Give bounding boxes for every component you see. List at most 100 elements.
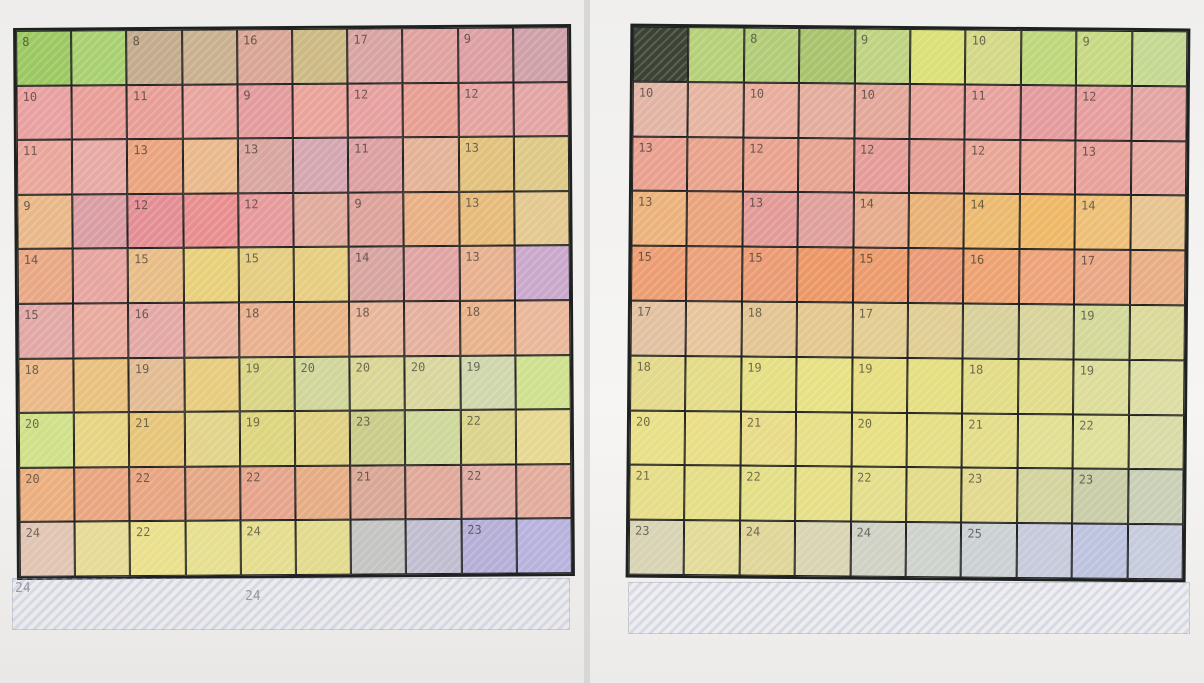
grid-cell [293,301,350,357]
cell-number: 20 [635,414,651,429]
ghost-number: 24 [245,589,261,604]
grid-cell [796,302,853,358]
cell-number: 12 [353,87,369,102]
grid-cell [1129,250,1186,306]
grid-cell: 18 [962,358,1019,414]
grid-cell [684,520,740,576]
cell-number: 13 [638,140,653,155]
cell-number: 21 [968,417,983,432]
grid-cell: 13 [458,136,515,192]
grid-cell [795,411,852,467]
grid-cell [687,136,744,192]
cell-number: 19 [1080,308,1095,323]
grid-cell: 15 [631,245,687,302]
grid-cell [403,191,460,247]
grid-cell [632,26,689,82]
grid-cell [293,192,349,248]
grid-cell [515,463,572,519]
grid-cell: 9 [348,192,405,248]
grid-cell: 22 [129,466,186,522]
cell-number: 12 [859,142,875,157]
grid-cell [906,412,963,468]
cell-number: 21 [635,469,650,484]
grid-cell: 15 [852,247,909,303]
cell-number: 23 [467,523,482,538]
cell-number: 12 [464,86,479,101]
grid-cell: 18 [349,301,405,357]
grid-cell [1016,468,1073,524]
grid-cell: 16 [963,248,1020,304]
grid-cell [794,521,851,577]
grid-cell [795,466,852,522]
grid-cell [1131,30,1188,87]
grid-cell [293,247,350,302]
grid-cell [1128,414,1185,470]
grid-cell: 18 [18,358,74,414]
grid-cell [686,191,743,247]
cell-number: 19 [245,360,260,375]
grid-cell [184,411,240,467]
cell-number: 15 [858,251,874,266]
grid-cell: 19 [851,357,908,413]
cell-number: 25 [967,526,982,541]
grid-cell: 22 [739,465,796,522]
grid-cell: 20 [349,355,406,411]
grid-cell [1019,194,1076,250]
cell-number: 12 [749,141,764,156]
grid-cell [74,466,130,522]
cell-number: 9 [1082,34,1090,49]
grid-cell: 18 [630,355,686,411]
grid-cell [72,139,128,195]
cell-number: 19 [857,361,873,376]
grid-cell: 23 [961,467,1018,524]
right-faded-extra-row [628,582,1190,634]
grid-cell [909,29,966,85]
cell-number: 13 [1081,144,1097,159]
cell-number: 15 [134,252,149,267]
grid-cell: 12 [458,82,514,138]
grid-cell [513,136,570,192]
grid-cell: 18 [459,300,516,356]
grid-cell [684,465,741,521]
cell-number: 8 [22,34,30,49]
grid-cell: 10 [854,83,910,139]
grid-cell: 23 [349,410,406,466]
grid-cell: 11 [16,139,73,195]
cell-number: 23 [967,471,983,487]
grid-cell [798,137,855,193]
grid-cell: 13 [631,190,688,247]
cell-number: 14 [354,250,370,265]
grid-cell: 11 [964,84,1021,140]
grid-cell [404,300,460,356]
grid-cell: 13 [631,136,688,192]
grid-cell [72,193,129,249]
cell-number: 20 [410,359,426,374]
cell-number: 22 [135,470,151,485]
grid-cell: 24 [850,521,907,577]
grid-cell [71,30,127,86]
grid-cell: 12 [964,139,1021,195]
cell-number: 16 [969,252,985,267]
grid-cell: 13 [459,245,515,301]
cell-number: 10 [749,86,765,101]
grid-cell [798,82,855,139]
grid-cell [797,192,854,248]
left-hand-colored-grid: 8 8 16 17 9 10 11 9 12 12 11 13 13 11 13 9 12 12 9 13 14 15 15… [13,24,575,580]
grid-cell [292,83,349,139]
grid-cell [962,303,1019,359]
cell-number: 18 [244,306,260,321]
grid-cell: 8 [16,30,72,86]
grid-cell [685,301,742,357]
cell-number: 13 [465,250,480,265]
grid-cell: 20 [18,412,75,468]
cell-number: 22 [245,470,261,485]
cell-number: 13 [243,142,259,157]
grid-cell: 21 [740,411,797,467]
grid-cell [685,355,742,412]
cell-number: 14 [23,253,39,268]
grid-cell [796,356,853,413]
grid-cell: 20 [404,355,461,411]
cell-number: 15 [637,249,652,264]
cell-number: 10 [860,87,875,102]
cell-number: 9 [463,31,472,46]
